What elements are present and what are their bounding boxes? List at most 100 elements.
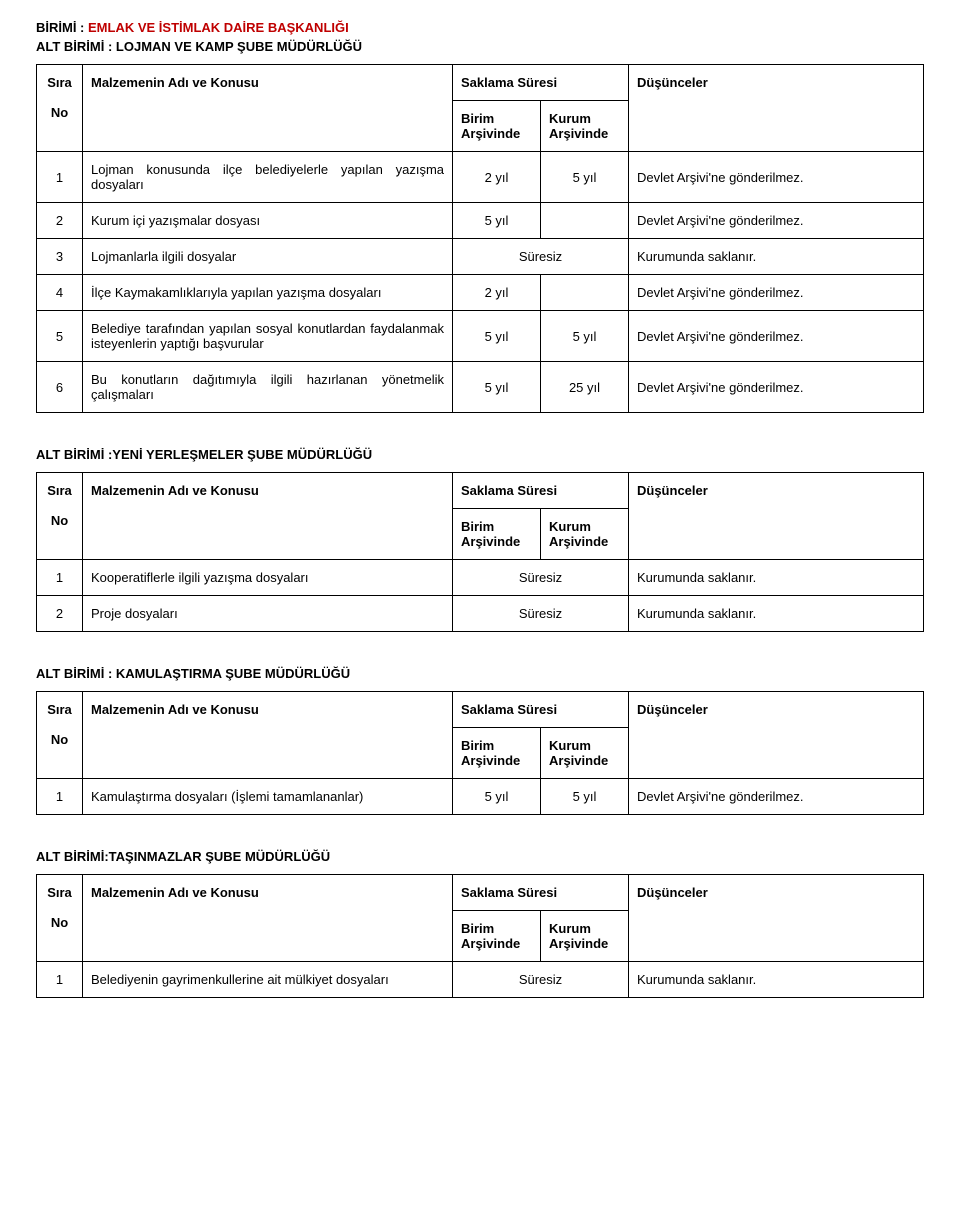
birimi-label: BİRİMİ : <box>36 20 88 35</box>
th-saklama: Saklama Süresi <box>453 875 629 911</box>
cell-no: 5 <box>37 311 83 362</box>
th-birim-l2: Arşivinde <box>461 753 520 768</box>
th-dusunceler: Düşünceler <box>629 473 924 560</box>
cell-no: 6 <box>37 362 83 413</box>
page-header-altbirimi: ALT BİRİMİ : LOJMAN VE KAMP ŞUBE MÜDÜRLÜ… <box>36 39 924 54</box>
th-sira: Sıra <box>47 75 72 90</box>
cell-dus: Devlet Arşivi'ne gönderilmez. <box>629 362 924 413</box>
table-yeni-yerlesmeler: Sıra No Malzemenin Adı ve Konusu Saklama… <box>36 472 924 632</box>
section2-title: ALT BİRİMİ :YENİ YERLEŞMELER ŞUBE MÜDÜRL… <box>36 447 924 462</box>
th-no: No <box>51 105 68 120</box>
cell-kurum <box>541 203 629 239</box>
table-row: 1 Kooperatiflerle ilgili yazışma dosyala… <box>37 560 924 596</box>
th-sira-no: Sıra No <box>37 473 83 560</box>
table-header-row-1: Sıra No Malzemenin Adı ve Konusu Saklama… <box>37 692 924 728</box>
th-kurum-l1: Kurum <box>549 921 591 936</box>
th-saklama: Saklama Süresi <box>453 692 629 728</box>
cell-desc: Kurum içi yazışmalar dosyası <box>83 203 453 239</box>
th-saklama: Saklama Süresi <box>453 65 629 101</box>
table-row: 1 Kamulaştırma dosyaları (İşlemi tamamla… <box>37 779 924 815</box>
cell-desc: Bu konutların dağıtımıyla ilgili hazırla… <box>83 362 453 413</box>
cell-desc: Lojmanlarla ilgili dosyalar <box>83 239 453 275</box>
th-kurum-l1: Kurum <box>549 738 591 753</box>
table-header-row-1: Sıra No Malzemenin Adı ve Konusu Saklama… <box>37 473 924 509</box>
cell-kurum: 5 yıl <box>541 152 629 203</box>
cell-no: 1 <box>37 779 83 815</box>
cell-desc: İlçe Kaymakamlıklarıyla yapılan yazışma … <box>83 275 453 311</box>
cell-no: 1 <box>37 560 83 596</box>
th-kurum-l1: Kurum <box>549 111 591 126</box>
cell-no: 2 <box>37 596 83 632</box>
cell-dus: Kurumunda saklanır. <box>629 239 924 275</box>
cell-no: 3 <box>37 239 83 275</box>
cell-no: 2 <box>37 203 83 239</box>
table-row: 1 Belediyenin gayrimenkullerine ait mülk… <box>37 962 924 998</box>
th-kurum: Kurum Arşivinde <box>541 101 629 152</box>
th-kurum-l2: Arşivinde <box>549 126 608 141</box>
cell-birim: 2 yıl <box>453 152 541 203</box>
cell-desc: Kooperatiflerle ilgili yazışma dosyaları <box>83 560 453 596</box>
th-sira-no: Sıra No <box>37 875 83 962</box>
cell-desc: Lojman konusunda ilçe belediyelerle yapı… <box>83 152 453 203</box>
th-malzeme: Malzemenin Adı ve Konusu <box>83 65 453 152</box>
cell-dus: Kurumunda saklanır. <box>629 560 924 596</box>
table-row: 3 Lojmanlarla ilgili dosyalar Süresiz Ku… <box>37 239 924 275</box>
th-no: No <box>51 732 68 747</box>
th-kurum-l1: Kurum <box>549 519 591 534</box>
th-malzeme: Malzemenin Adı ve Konusu <box>83 875 453 962</box>
table-row: 6 Bu konutların dağıtımıyla ilgili hazır… <box>37 362 924 413</box>
section4-title: ALT BİRİMİ:TAŞINMAZLAR ŞUBE MÜDÜRLÜĞÜ <box>36 849 924 864</box>
th-saklama: Saklama Süresi <box>453 473 629 509</box>
cell-birim: 2 yıl <box>453 275 541 311</box>
cell-desc: Kamulaştırma dosyaları (İşlemi tamamlana… <box>83 779 453 815</box>
th-kurum-l2: Arşivinde <box>549 753 608 768</box>
cell-dus: Devlet Arşivi'ne gönderilmez. <box>629 203 924 239</box>
section3-title: ALT BİRİMİ : KAMULAŞTIRMA ŞUBE MÜDÜRLÜĞÜ <box>36 666 924 681</box>
cell-merged: Süresiz <box>453 962 629 998</box>
table-row: 4 İlçe Kaymakamlıklarıyla yapılan yazışm… <box>37 275 924 311</box>
cell-birim: 5 yıl <box>453 203 541 239</box>
th-birim: Birim Arşivinde <box>453 509 541 560</box>
cell-dus: Devlet Arşivi'ne gönderilmez. <box>629 779 924 815</box>
th-birim-l2: Arşivinde <box>461 126 520 141</box>
th-dusunceler: Düşünceler <box>629 692 924 779</box>
table-row: 2 Kurum içi yazışmalar dosyası 5 yıl Dev… <box>37 203 924 239</box>
th-birim-l1: Birim <box>461 111 494 126</box>
th-birim: Birim Arşivinde <box>453 728 541 779</box>
th-birim: Birim Arşivinde <box>453 101 541 152</box>
cell-desc: Belediyenin gayrimenkullerine ait mülkiy… <box>83 962 453 998</box>
table-row: 5 Belediye tarafından yapılan sosyal kon… <box>37 311 924 362</box>
th-sira: Sıra <box>47 702 72 717</box>
th-kurum-l2: Arşivinde <box>549 534 608 549</box>
page-header-birimi: BİRİMİ : EMLAK VE İSTİMLAK DAİRE BAŞKANL… <box>36 20 924 35</box>
th-birim-l2: Arşivinde <box>461 534 520 549</box>
th-kurum-l2: Arşivinde <box>549 936 608 951</box>
th-birim: Birim Arşivinde <box>453 911 541 962</box>
cell-no: 1 <box>37 152 83 203</box>
cell-dus: Devlet Arşivi'ne gönderilmez. <box>629 152 924 203</box>
cell-dus: Devlet Arşivi'ne gönderilmez. <box>629 311 924 362</box>
cell-merged: Süresiz <box>453 239 629 275</box>
cell-no: 1 <box>37 962 83 998</box>
cell-kurum <box>541 275 629 311</box>
th-birim-l1: Birim <box>461 738 494 753</box>
th-sira-no: Sıra No <box>37 692 83 779</box>
birimi-value: EMLAK VE İSTİMLAK DAİRE BAŞKANLIĞI <box>88 20 349 35</box>
th-kurum: Kurum Arşivinde <box>541 911 629 962</box>
th-dusunceler: Düşünceler <box>629 65 924 152</box>
cell-birim: 5 yıl <box>453 779 541 815</box>
altbirimi-label: ALT BİRİMİ : <box>36 39 116 54</box>
th-birim-l1: Birim <box>461 519 494 534</box>
altbirimi-value: LOJMAN VE KAMP ŞUBE MÜDÜRLÜĞÜ <box>116 39 362 54</box>
cell-dus: Kurumunda saklanır. <box>629 962 924 998</box>
cell-desc: Proje dosyaları <box>83 596 453 632</box>
th-dusunceler: Düşünceler <box>629 875 924 962</box>
table-kamulastirma: Sıra No Malzemenin Adı ve Konusu Saklama… <box>36 691 924 815</box>
table-row: 1 Lojman konusunda ilçe belediyelerle ya… <box>37 152 924 203</box>
cell-birim: 5 yıl <box>453 311 541 362</box>
cell-kurum: 5 yıl <box>541 779 629 815</box>
th-sira: Sıra <box>47 483 72 498</box>
cell-dus: Kurumunda saklanır. <box>629 596 924 632</box>
th-birim-l1: Birim <box>461 921 494 936</box>
th-birim-l2: Arşivinde <box>461 936 520 951</box>
